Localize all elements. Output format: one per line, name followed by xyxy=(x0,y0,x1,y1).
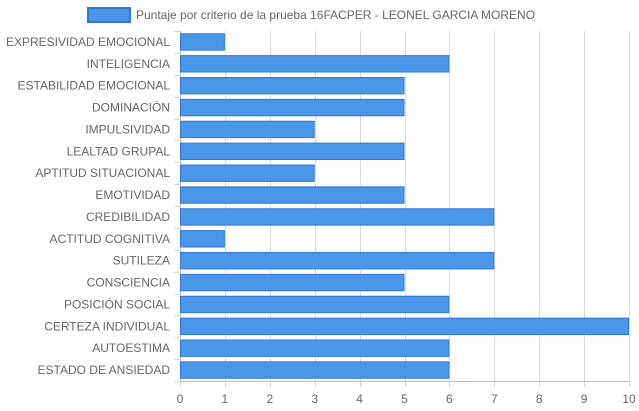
legend-label: Puntaje por criterio de la prueba 16FACP… xyxy=(136,8,535,22)
x-tick-label: 4 xyxy=(356,392,363,406)
category-label: LEALTAD GRUPAL xyxy=(67,144,171,158)
category-label: POSICIÓN SOCIAL xyxy=(64,296,170,311)
bar[interactable] xyxy=(180,33,225,51)
category-label: SUTILEZA xyxy=(113,254,170,268)
category-label: AUTOESTIMA xyxy=(92,341,170,355)
bars xyxy=(180,33,629,379)
bar[interactable] xyxy=(180,76,405,95)
x-tick-label: 2 xyxy=(266,392,273,406)
category-label: ACTITUD COGNITIVA xyxy=(50,232,170,246)
category-labels: EXPRESIVIDAD EMOCIONAL INTELIGENCIA ESTABI… xyxy=(6,35,170,377)
category-label: CREDIBILIDAD xyxy=(86,210,170,224)
bar[interactable] xyxy=(180,164,315,182)
x-tick-label: 0 xyxy=(177,392,184,406)
x-tick-label: 3 xyxy=(311,392,318,406)
bar[interactable] xyxy=(180,142,405,161)
bar[interactable] xyxy=(180,98,405,117)
x-tick-label: 10 xyxy=(622,392,636,406)
category-label: DOMINACIÓN xyxy=(92,100,170,115)
legend[interactable]: Puntaje por criterio de la prueba 16FACP… xyxy=(87,7,535,23)
x-tick-label: 5 xyxy=(401,392,408,406)
bar[interactable] xyxy=(180,295,450,314)
bar[interactable] xyxy=(180,55,450,73)
category-label: ESTABILIDAD EMOCIONAL xyxy=(18,79,171,93)
bar[interactable] xyxy=(180,230,225,248)
x-axis: 0 1 2 3 4 5 6 7 8 9 10 xyxy=(177,392,636,406)
bar[interactable] xyxy=(180,120,315,139)
category-label: EXPRESIVIDAD EMOCIONAL xyxy=(6,35,170,49)
bar[interactable] xyxy=(180,251,495,270)
x-tick-label: 8 xyxy=(536,392,543,406)
category-label: INTELIGENCIA xyxy=(87,57,170,71)
category-label: CONSCIENCIA xyxy=(87,276,170,290)
category-label: ESTADO DE ANSIEDAD xyxy=(38,363,171,377)
bar[interactable] xyxy=(180,317,629,336)
bar[interactable] xyxy=(180,208,495,226)
x-tick-label: 6 xyxy=(446,392,453,406)
x-tick-label: 7 xyxy=(491,392,498,406)
category-label: EMOTIVIDAD xyxy=(95,188,170,202)
bar[interactable] xyxy=(180,339,450,357)
legend-swatch xyxy=(87,7,131,23)
x-tick-label: 9 xyxy=(581,392,588,406)
x-tick-label: 1 xyxy=(222,392,229,406)
category-label: APTITUD SITUACIONAL xyxy=(35,166,170,180)
category-label: IMPULSIVIDAD xyxy=(85,122,170,136)
category-label: CERTEZA INDIVIDUAL xyxy=(44,319,170,333)
bar[interactable] xyxy=(180,361,450,379)
bar[interactable] xyxy=(180,273,405,292)
bar[interactable] xyxy=(180,186,405,204)
